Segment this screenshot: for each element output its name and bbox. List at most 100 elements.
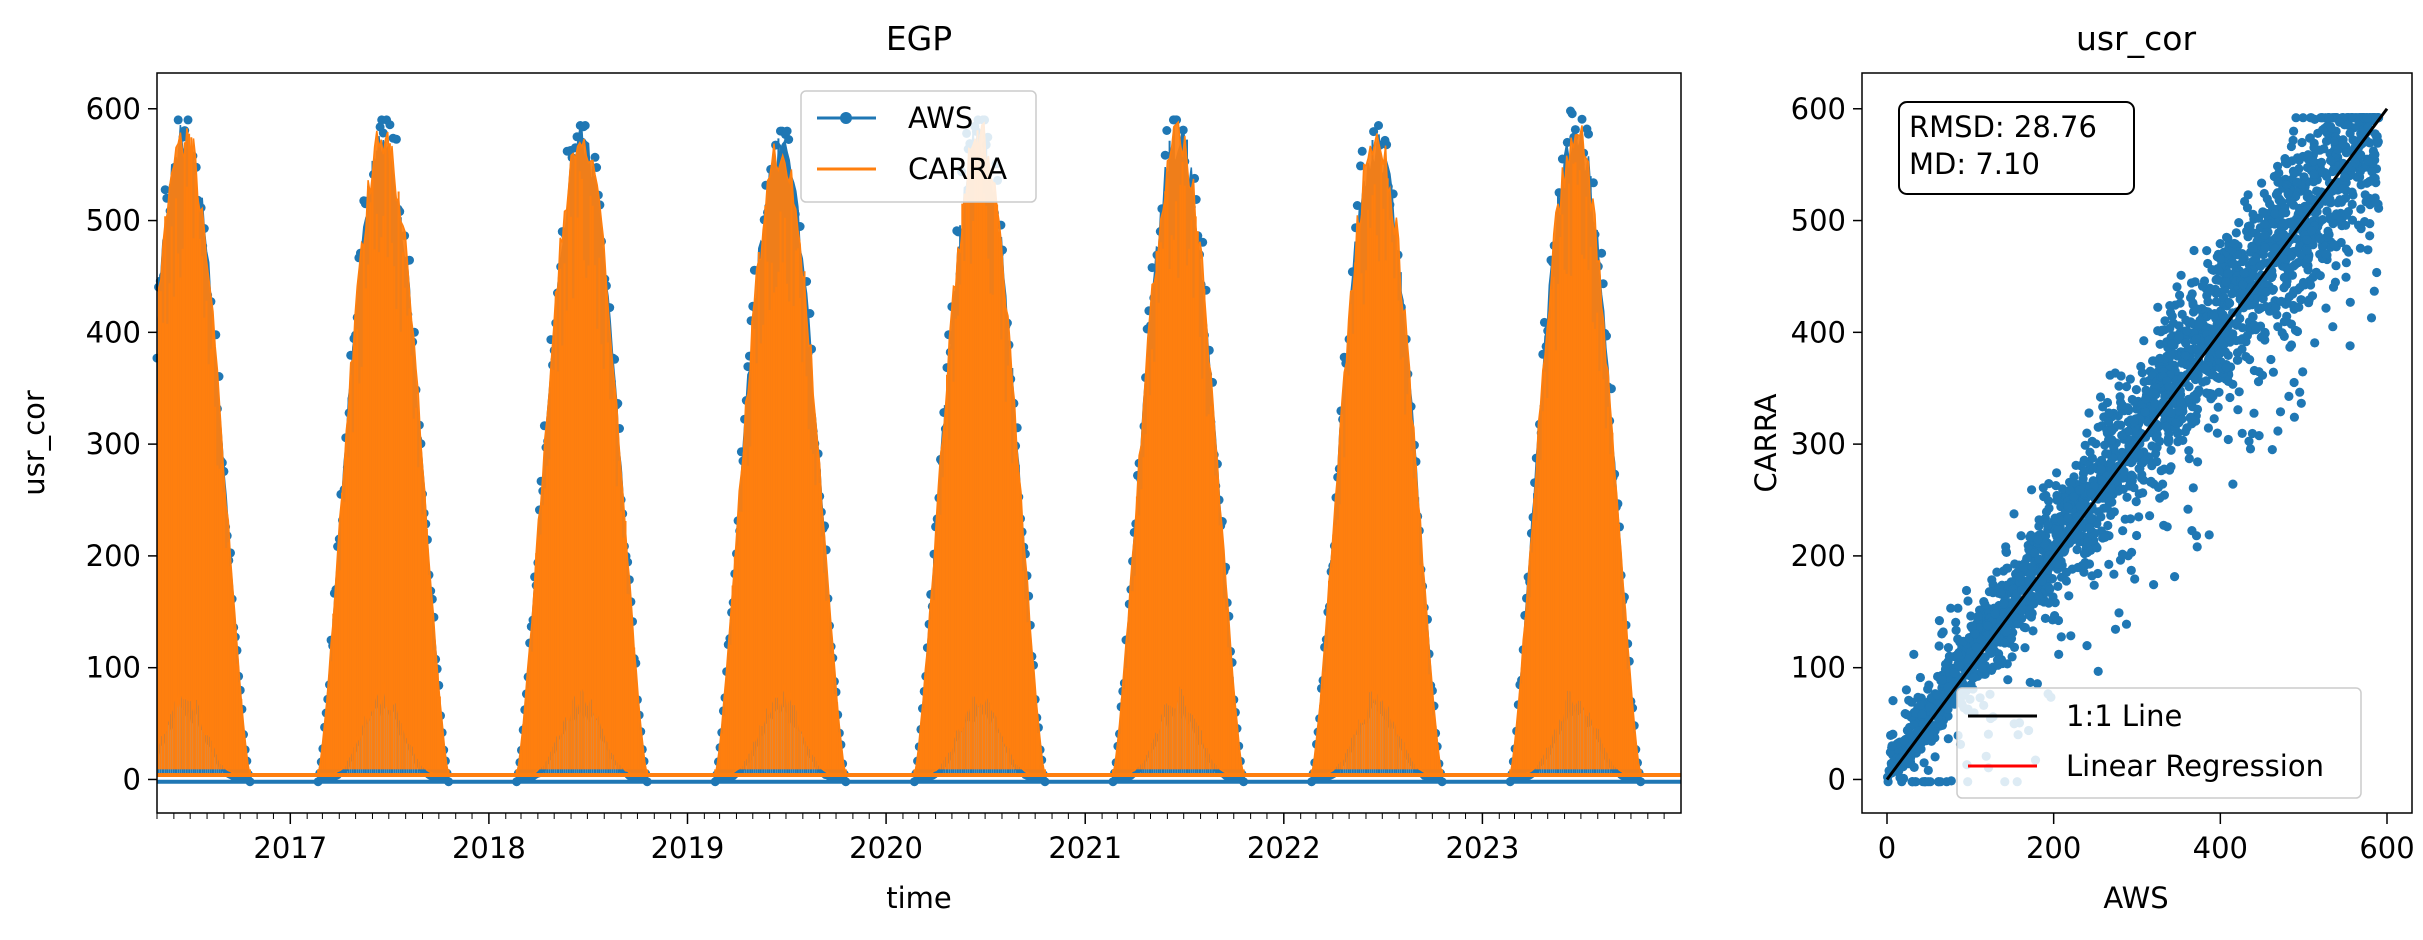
scatter-point: [2309, 143, 2319, 153]
scatter-point: [2239, 268, 2249, 278]
scatter-point: [1953, 649, 1963, 660]
scatter-point: [2294, 302, 2304, 312]
scatter-point: [2225, 392, 2235, 403]
scatter-point: [2167, 339, 2177, 349]
scatter-point: [1986, 648, 1996, 659]
scatter-point: [2372, 267, 2382, 278]
scatter-point: [2193, 457, 2203, 467]
scatter-point: [1954, 661, 1964, 671]
scatter-point: [2331, 261, 2341, 271]
scatter-point: [2298, 367, 2308, 377]
x-tick-label: 200: [2026, 831, 2081, 865]
scatter-point: [2093, 666, 2103, 677]
scatter-point: [2289, 261, 2299, 271]
scatter-point: [2284, 391, 2294, 401]
scatter-point: [2061, 567, 2072, 578]
x-tick-label: 2018: [452, 831, 526, 865]
scatter-point: [2232, 355, 2242, 365]
scatter-point: [2194, 319, 2204, 329]
scatter-point: [2172, 282, 2182, 292]
scatter-point: [2024, 576, 2034, 586]
md-text: MD: 7.10: [1909, 147, 2040, 181]
scatter-point: [1992, 655, 2003, 665]
scatter-point: [2145, 511, 2155, 521]
scatter-point: [2084, 408, 2094, 418]
carra-series: [157, 120, 1681, 777]
scatter-point: [2175, 290, 2185, 300]
scatter-point: [2141, 385, 2151, 395]
scatter-point: [2161, 421, 2171, 431]
scatter-point: [2321, 303, 2331, 313]
scatter-point: [1901, 685, 1911, 695]
y-tick-label: 600: [86, 92, 141, 126]
scatter-point: [2279, 229, 2289, 240]
scatter-point: [2302, 246, 2312, 256]
scatter-point: [1934, 641, 1944, 651]
scatter-point: [2305, 113, 2316, 123]
scatter-point: [2174, 321, 2184, 331]
aws-point: [1597, 248, 1607, 258]
scatter-point: [2328, 322, 2338, 332]
aws-point: [1147, 263, 1157, 273]
x-tick-label: 2019: [651, 831, 725, 865]
scatter-point: [2228, 259, 2238, 269]
scatter-point: [2350, 158, 2360, 168]
scatter-point: [2043, 520, 2053, 530]
scatter-point: [2299, 172, 2309, 182]
season-spikes: [1509, 162, 1642, 775]
scatter-point: [2175, 298, 2185, 308]
scatter-point: [1943, 734, 1953, 744]
scatter-y-label: CARRA: [1749, 393, 1783, 492]
scatter-point: [2129, 483, 2139, 493]
scatter-point: [1944, 651, 1954, 661]
scatter-point: [2072, 545, 2082, 555]
scatter-point: [2033, 591, 2043, 601]
scatter-point: [1963, 596, 1973, 606]
scatter-point: [2306, 226, 2317, 236]
scatter-point: [2117, 400, 2127, 410]
scatter-point: [2140, 407, 2150, 417]
scatter-point: [2160, 316, 2170, 326]
scatter-point: [2355, 166, 2365, 177]
scatter-point: [2020, 643, 2030, 653]
scatter-point: [2125, 514, 2136, 524]
scatter-point: [2044, 503, 2054, 513]
scatter-point: [2336, 237, 2346, 248]
scatter-point: [2117, 549, 2128, 559]
y-tick-label: 0: [1828, 762, 1846, 796]
scatter-point: [2344, 247, 2354, 257]
scatter-point: [2118, 526, 2128, 536]
scatter-point: [2192, 344, 2202, 354]
scatter-point: [1946, 675, 1956, 685]
scatter-point: [2369, 113, 2379, 123]
scatter-point: [2273, 177, 2283, 187]
scatter-legend: 1:1 Line Linear Regression: [1956, 687, 2362, 799]
scatter-point: [1921, 777, 1931, 787]
y-tick-label: 300: [86, 427, 141, 461]
scatter-point: [2287, 270, 2297, 280]
aws-point: [1190, 173, 1200, 183]
scatter-point: [2121, 619, 2132, 629]
scatter-point: [1977, 663, 1987, 673]
scatter-point: [2018, 562, 2028, 572]
scatter-point: [1963, 654, 1973, 664]
scatter-point: [2255, 261, 2266, 271]
scatter-point: [2220, 347, 2230, 357]
scatter-point: [2229, 238, 2239, 249]
scatter-point: [1971, 642, 1982, 652]
scatter-point: [2148, 356, 2158, 366]
scatter-point: [2335, 117, 2345, 127]
scatter-point: [2063, 502, 2073, 512]
scatter-point: [2365, 231, 2375, 241]
scatter-point: [2025, 532, 2035, 542]
scatter-point: [2104, 417, 2114, 427]
scatter-point: [2302, 235, 2312, 245]
scatter-x-label: AWS: [2103, 881, 2168, 915]
scatter-point: [2307, 194, 2317, 204]
scatter-point: [2254, 304, 2264, 314]
scatter-point: [2043, 496, 2054, 506]
y-tick-label: 600: [1791, 92, 1846, 126]
scatter-point: [2119, 466, 2129, 476]
x-tick-label: 400: [2193, 831, 2248, 865]
scatter-point: [1951, 625, 1961, 635]
